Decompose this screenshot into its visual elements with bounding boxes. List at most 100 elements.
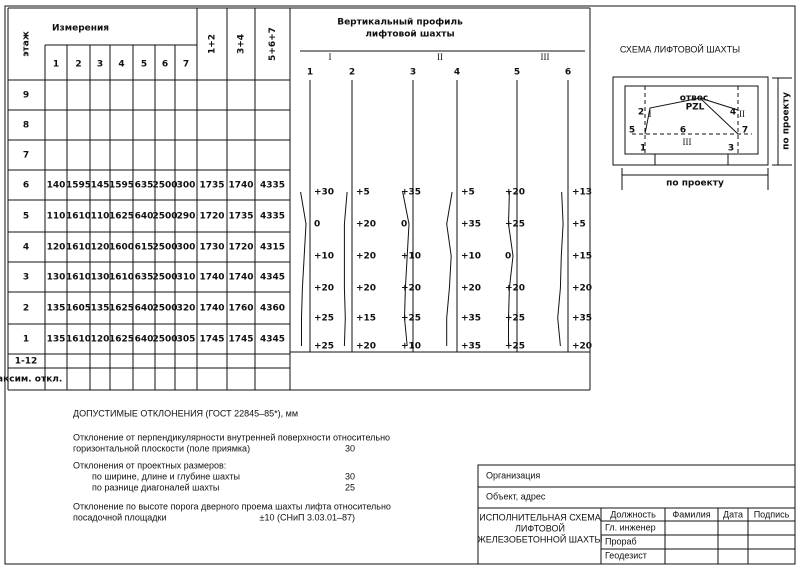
deviation: +20	[401, 284, 421, 294]
tolerance-text: посадочной площадки	[73, 512, 167, 522]
cell: 1740	[228, 273, 253, 283]
tolerance-text: Отклонение по высоте порога дверного про…	[73, 501, 391, 511]
wall-label: III	[683, 137, 692, 147]
section: III	[541, 52, 550, 62]
tolerance-text: Отклонения от проектных размеров:	[73, 460, 226, 470]
point: 4	[730, 108, 736, 118]
column-head: Подпись	[754, 509, 790, 519]
position: Гл. инженер	[605, 522, 656, 532]
line-label: 3	[410, 68, 416, 78]
wall-label: II	[739, 109, 745, 119]
door-gap	[654, 154, 729, 166]
profile-line	[402, 191, 410, 347]
cell: 135	[91, 304, 110, 314]
pzl: PZL	[686, 103, 705, 113]
cell: 310	[177, 273, 196, 283]
deviation: +20	[356, 252, 376, 262]
floor-label: 9	[23, 91, 29, 101]
deviation: +20	[314, 284, 334, 294]
tolerance-text: горизонтальной плоскости (поле приямка)	[73, 443, 250, 453]
cell: 4360	[260, 304, 285, 314]
deviation: +10	[314, 252, 334, 262]
cell: 1610	[109, 273, 134, 283]
deviation: +30	[314, 188, 334, 198]
deviation: +25	[505, 342, 525, 352]
tolerance-value: 25	[345, 482, 355, 492]
deviation: 0	[314, 220, 320, 230]
position: Прораб	[605, 536, 637, 546]
deviation: +35	[572, 314, 592, 324]
tolerance-value: 30	[345, 471, 355, 481]
line-label: 2	[349, 68, 355, 78]
cell: 4345	[260, 335, 285, 345]
cell: 1610	[66, 335, 91, 345]
cell: 110	[47, 212, 66, 222]
cell: 120	[47, 243, 66, 253]
frame	[4, 5, 796, 565]
deviation: 0	[401, 220, 407, 230]
deviation: +20	[572, 342, 592, 352]
by-design: по проекту	[666, 179, 724, 189]
cell: 1735	[199, 181, 224, 191]
cell: 290	[177, 212, 196, 222]
cell: 1720	[199, 212, 224, 222]
cell: 120	[91, 243, 110, 253]
deviation: +15	[572, 252, 592, 262]
tolerance-text: по ширине, длине и глубине шахты	[92, 471, 240, 481]
cell: 140	[47, 181, 66, 191]
profile-line	[446, 191, 453, 346]
cell: 135	[47, 335, 66, 345]
deviation: +10	[401, 342, 421, 352]
profile-title: лифтовой шахты	[365, 30, 454, 40]
deviation: +20	[505, 284, 525, 294]
cell: 1740	[199, 273, 224, 283]
deviation: +5	[572, 220, 586, 230]
title-block	[477, 464, 796, 565]
cell: 1605	[66, 304, 91, 314]
tolerances-title: ДОПУСТИМЫЕ ОТКЛОНЕНИЯ (ГОСТ 22845–85*), …	[73, 408, 298, 418]
cell: 2500	[152, 243, 177, 253]
cell: 1610	[66, 273, 91, 283]
cell: 135	[47, 304, 66, 314]
deviation: +13	[572, 188, 592, 198]
deviation: +20	[572, 284, 592, 294]
deviation: +20	[505, 188, 525, 198]
deviation: +10	[461, 252, 481, 262]
cell: 2500	[152, 335, 177, 345]
cell: 1740	[199, 304, 224, 314]
measure-col: 6	[162, 60, 168, 70]
column-head: Должность	[610, 509, 656, 519]
point: 5	[629, 126, 635, 136]
measure-col: 3	[97, 60, 103, 70]
sum-col: 1+2	[208, 34, 218, 54]
cell: 635	[135, 273, 154, 283]
cell: 110	[91, 212, 110, 222]
floor-label: 1	[23, 335, 29, 345]
cell: 1595	[109, 181, 134, 191]
line-label: 1	[307, 68, 313, 78]
extra-row: максим. откл.	[0, 375, 62, 385]
object: Объект, адрес	[486, 491, 546, 501]
measure-header: Измерения	[52, 24, 109, 34]
cell: 305	[177, 335, 196, 345]
sum-col: 5+6+7	[268, 27, 278, 61]
cell: 1735	[228, 212, 253, 222]
point: 2	[638, 108, 644, 118]
rule	[699, 97, 739, 111]
cell: 300	[177, 181, 196, 191]
by-design: по проекту	[782, 92, 792, 150]
deviation: +35	[461, 220, 481, 230]
cell: 640	[135, 212, 154, 222]
profile-line	[557, 191, 564, 347]
cell: 1595	[66, 181, 91, 191]
measure-col: 7	[183, 60, 189, 70]
wall-label: I	[649, 109, 652, 119]
deviation: +25	[505, 314, 525, 324]
cell: 2500	[152, 181, 177, 191]
line-label: 4	[454, 68, 460, 78]
point: 1	[640, 144, 646, 154]
wall-outer	[612, 76, 769, 166]
sum-col: 3+4	[237, 34, 247, 54]
diagonal	[644, 97, 739, 135]
cell: 130	[47, 273, 66, 283]
